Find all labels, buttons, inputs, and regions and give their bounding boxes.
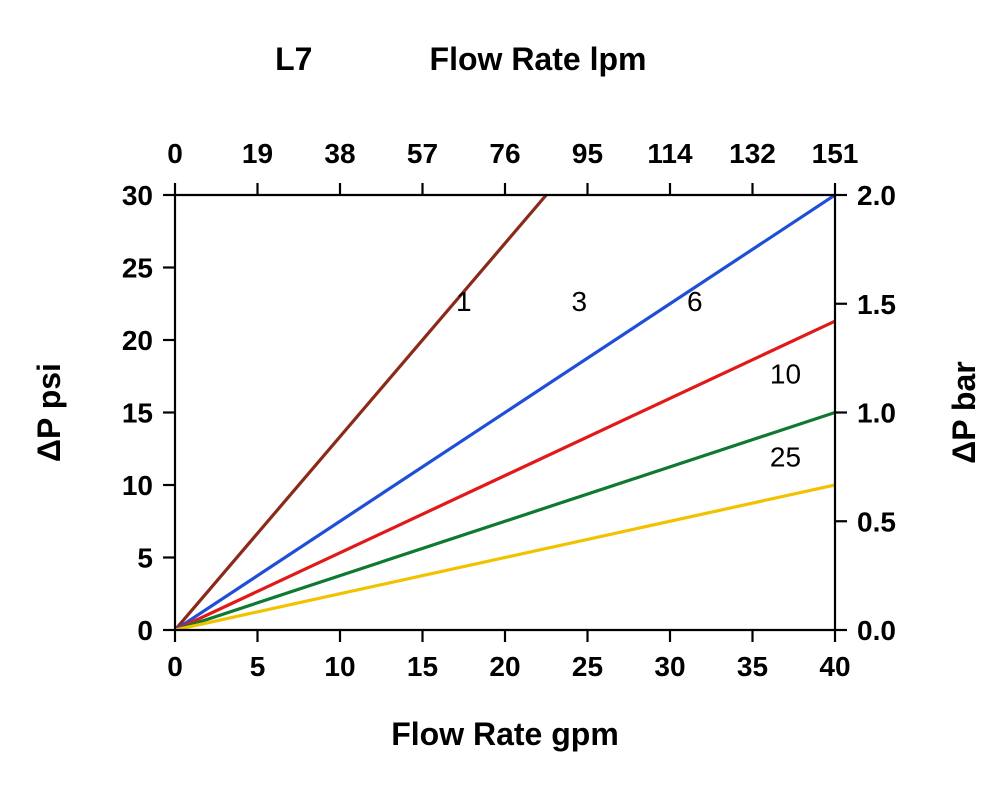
x-top-tick-label: 19	[242, 138, 273, 169]
y-right-tick-label: 1.0	[857, 398, 896, 429]
y-right-tick-label: 2.0	[857, 180, 896, 211]
x-bottom-tick-label: 15	[407, 651, 438, 682]
series-label-25: 25	[770, 441, 801, 472]
x-top-tick-label: 95	[572, 138, 603, 169]
y-right-tick-label: 0.0	[857, 615, 896, 646]
pressure-flow-chart: L7 Flow Rate lpm Flow Rate gpm ΔP psi ΔP bar…	[0, 0, 1003, 786]
x-bottom-tick-label: 35	[737, 651, 768, 682]
x-top-tick-label: 0	[167, 138, 183, 169]
series-label-10: 10	[770, 359, 801, 390]
series-label-1: 1	[456, 286, 472, 317]
chart-svg: L7 Flow Rate lpm Flow Rate gpm ΔP psi ΔP bar…	[0, 0, 1003, 786]
y-right-tick-label: 1.5	[857, 289, 896, 320]
bottom-axis-label: Flow Rate gpm	[391, 716, 619, 752]
x-bottom-tick-label: 30	[654, 651, 685, 682]
series-label-3: 3	[571, 286, 587, 317]
y-left-tick-label: 30	[122, 180, 153, 211]
x-bottom-tick-label: 0	[167, 651, 183, 682]
x-bottom-tick-label: 25	[572, 651, 603, 682]
x-top-tick-label: 151	[812, 138, 859, 169]
series-label-6: 6	[687, 286, 703, 317]
y-right-tick-label: 0.5	[857, 506, 896, 537]
left-axis-label: ΔP psi	[31, 363, 67, 462]
right-axis-label: ΔP bar	[946, 361, 982, 463]
y-left-tick-label: 5	[137, 543, 153, 574]
y-left-tick-label: 25	[122, 253, 153, 284]
y-left-tick-label: 15	[122, 398, 153, 429]
chart-title-prefix: L7	[275, 41, 312, 77]
x-top-tick-label: 114	[647, 138, 693, 169]
x-bottom-tick-label: 40	[819, 651, 850, 682]
y-left-tick-label: 10	[122, 470, 153, 501]
y-left-tick-label: 0	[137, 615, 153, 646]
x-bottom-tick-label: 5	[250, 651, 266, 682]
x-bottom-tick-label: 20	[489, 651, 520, 682]
x-top-tick-label: 57	[407, 138, 438, 169]
x-top-tick-label: 38	[324, 138, 355, 169]
x-top-tick-label: 132	[729, 138, 776, 169]
top-axis-label: Flow Rate lpm	[430, 41, 647, 77]
x-top-tick-label: 76	[489, 138, 520, 169]
y-left-tick-label: 20	[122, 325, 153, 356]
x-bottom-tick-label: 10	[324, 651, 355, 682]
